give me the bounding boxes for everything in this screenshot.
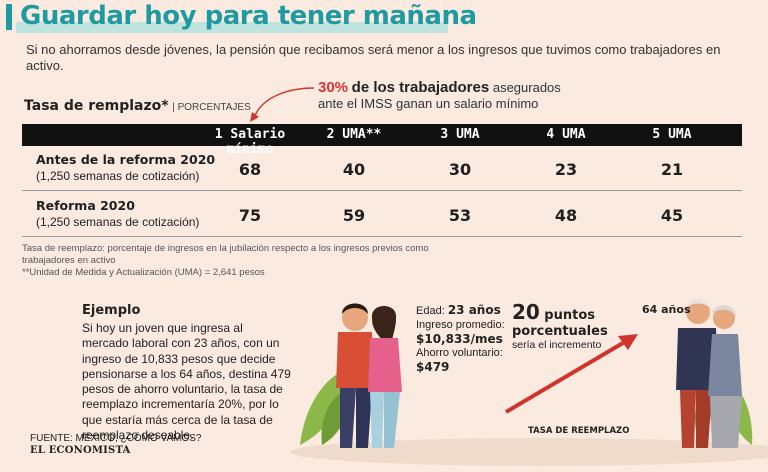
- table-cell: 45: [660, 206, 684, 225]
- page-title: Guardar hoy para tener mañana: [20, 1, 477, 31]
- highlight-text-1: asegurados: [492, 80, 561, 95]
- ground-shadow: [290, 438, 768, 466]
- savings-value: $479: [416, 360, 450, 374]
- source: FUENTE: MÉXICO, ¿CÓMO VAMOS?: [30, 433, 202, 444]
- table-cell: 59: [342, 206, 366, 225]
- column-header: 4 UMA: [546, 127, 586, 142]
- column-header: 1 Salario mínimo: [214, 127, 286, 157]
- subtitle: Si no ahorramos desde jóvenes, la pensió…: [26, 42, 721, 73]
- title-highlight: [16, 22, 448, 33]
- footnotes: Tasa de reemplazo: porcentaje de ingreso…: [22, 243, 442, 279]
- income-value: $10,833/mes: [416, 332, 503, 346]
- row-label-main: Antes de la reforma 2020: [36, 152, 216, 167]
- leaf-icon: [300, 370, 345, 445]
- title-accent-bar: [6, 4, 12, 30]
- table-cell: 53: [448, 206, 472, 225]
- increment-line2: porcentuales: [512, 324, 608, 339]
- increment-number: 20: [512, 300, 540, 324]
- table-unit: | PORCENTAJES: [172, 102, 251, 113]
- table-cell: 23: [554, 160, 578, 179]
- column-header: 5 UMA: [652, 127, 692, 142]
- table-cell: 48: [554, 206, 578, 225]
- older-couple-illustration: [676, 299, 742, 448]
- footnote-definition: Tasa de reemplazo: porcentaje de ingreso…: [22, 243, 429, 266]
- example-title: Ejemplo: [82, 303, 141, 318]
- arrow-head-icon: [618, 334, 638, 350]
- income-label: Ingreso promedio:: [416, 319, 505, 331]
- increment-callout: 20 puntos porcentuales sería el incremen…: [512, 300, 608, 351]
- row-divider: [22, 236, 742, 237]
- table-cell: 68: [238, 160, 262, 179]
- column-header: 3 UMA: [440, 127, 480, 142]
- table-cell: 75: [238, 206, 262, 225]
- increment-line3: sería el incremento: [512, 339, 602, 351]
- table-cell: 30: [448, 160, 472, 179]
- age-label: Edad:: [416, 305, 445, 317]
- row-divider: [22, 190, 742, 191]
- footnote-uma: **Unidad de Medida y Actualización (UMA)…: [22, 267, 265, 278]
- table-title-text: Tasa de remplazo*: [24, 98, 169, 114]
- increment-arrow: [504, 338, 630, 414]
- table-title: Tasa de remplazo* | PORCENTAJES: [24, 98, 251, 114]
- example-text: Si hoy un joven que ingresa al mercado l…: [82, 321, 291, 443]
- highlight-text-2: ante el IMSS ganan un salario mínimo: [318, 96, 539, 111]
- highlight-percent: 30%: [318, 79, 349, 96]
- row-label-main: Reforma 2020: [36, 198, 135, 213]
- column-header: 2 UMA**: [326, 127, 382, 142]
- table-header: 1 Salario mínimo 2 UMA** 3 UMA 4 UMA 5 U…: [22, 124, 742, 157]
- callout-arrow-icon: [250, 112, 259, 122]
- young-profile: Edad: 23 años Ingreso promedio: $10,833/…: [416, 303, 505, 374]
- table-cell: 21: [660, 160, 684, 179]
- brand-logo: EL ECONOMISTA: [30, 445, 131, 456]
- highlight-bold: de los trabajadores: [351, 79, 490, 96]
- retirement-age: 64 años: [642, 303, 691, 316]
- age-value: 23 años: [447, 303, 501, 317]
- row-label: Reforma 2020 (1,250 semanas de cotizació…: [36, 198, 199, 230]
- table-cell: 40: [342, 160, 366, 179]
- increment-unit: puntos: [544, 308, 595, 323]
- young-couple-illustration: [336, 303, 402, 448]
- row-label-sub: (1,250 semanas de cotización): [36, 169, 200, 183]
- highlight-callout: 30% de los trabajadores asegurados ante …: [318, 80, 561, 112]
- callout-line: [253, 87, 315, 119]
- axis-label: TASA DE REEMPLAZO: [528, 426, 630, 436]
- row-label-sub: (1,250 semanas de cotización): [36, 215, 200, 229]
- row-label: Antes de la reforma 2020 (1,250 semanas …: [36, 152, 215, 184]
- savings-label: Ahorro voluntario:: [416, 347, 503, 359]
